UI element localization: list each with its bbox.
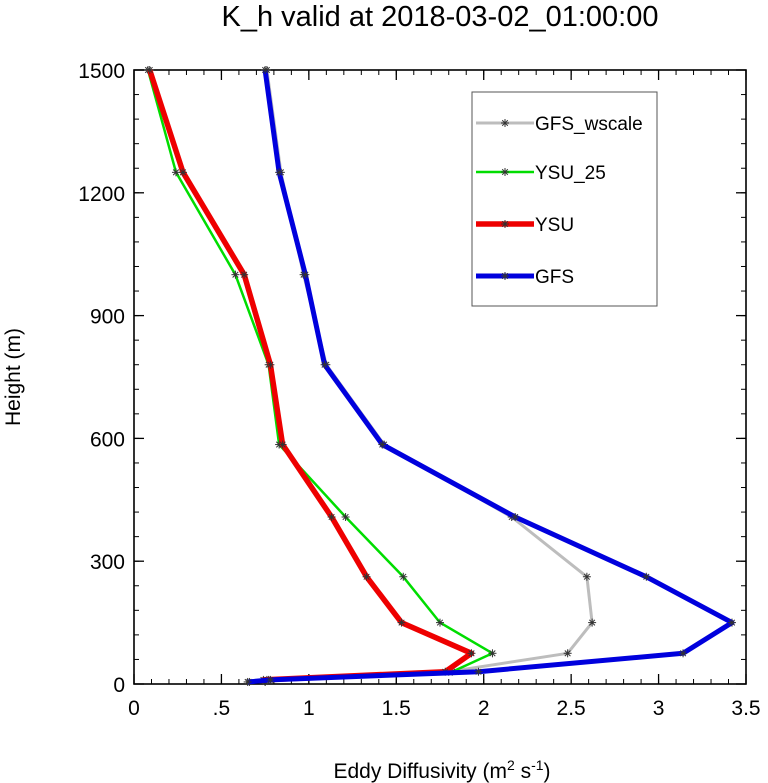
legend-marker: [501, 272, 509, 280]
legend-item: YSU_25: [476, 163, 606, 184]
x-tick-label: 2: [478, 697, 490, 720]
data-point-marker: [588, 618, 597, 627]
data-point-marker: [240, 270, 249, 279]
legend-label: GFS: [535, 267, 574, 288]
data-point-marker: [278, 440, 287, 449]
data-point-marker: [266, 360, 275, 369]
data-point-marker: [728, 618, 737, 627]
data-point-marker: [261, 66, 270, 74]
data-point-marker: [275, 168, 284, 177]
x-axis-label-main: Eddy Diffusivity (m: [333, 760, 507, 783]
data-point-marker: [301, 270, 310, 279]
data-point-marker: [397, 618, 406, 627]
chart-title: K_h valid at 2018-03-02_01:00:00: [222, 1, 659, 33]
series-line: [146, 69, 494, 683]
y-tick-label: 900: [90, 306, 125, 329]
x-axis-label-exp1: 2: [507, 757, 515, 773]
x-axis-label-end: ): [544, 760, 551, 783]
data-point-marker: [436, 618, 444, 627]
data-point-marker: [231, 270, 240, 279]
x-tick-label: 3: [653, 697, 665, 720]
series-ysu-25: [143, 66, 497, 686]
legend-marker: [501, 119, 509, 127]
data-point-marker: [582, 572, 591, 581]
data-point-marker: [341, 512, 350, 521]
series-lines: [143, 66, 737, 686]
x-axis-label-exp2: -1: [531, 757, 544, 773]
legend-label: YSU_25: [535, 163, 606, 184]
legend-item: YSU: [476, 215, 574, 236]
data-point-marker: [488, 649, 497, 658]
legend-item: GFS_wscale: [476, 114, 643, 135]
legend: GFS_wscale YSU_25 YSU GFS: [471, 91, 658, 307]
y-tick-label: 1200: [78, 183, 125, 206]
series-ysu: [145, 66, 476, 686]
data-point-marker: [679, 649, 688, 658]
plot-frame: [133, 69, 747, 685]
data-point-marker: [563, 649, 572, 658]
y-tick-label: 300: [90, 551, 125, 574]
x-tick-label: 3.5: [731, 697, 760, 720]
series-line: [247, 69, 735, 685]
data-point-marker: [145, 66, 154, 74]
data-point-marker: [511, 512, 520, 521]
series-gfs: [243, 66, 737, 686]
x-tick-label: 2.5: [557, 697, 586, 720]
series-line: [147, 69, 475, 684]
data-point-marker: [467, 649, 476, 658]
y-axis-label: Height (m): [2, 328, 25, 426]
data-point-marker: [171, 168, 180, 177]
x-tick-label: 1: [303, 697, 315, 720]
legend-marker: [501, 220, 509, 228]
data-point-marker: [362, 572, 371, 581]
x-tick-label: .5: [213, 697, 231, 720]
x-tick-label: 0: [128, 697, 140, 720]
y-tick-label: 0: [113, 674, 125, 697]
data-point-marker: [474, 667, 483, 676]
legend-label: YSU: [535, 215, 574, 236]
legend-box: [471, 91, 658, 307]
legend-label: GFS_wscale: [535, 114, 643, 135]
legend-marker: [501, 168, 509, 176]
legend-item: GFS: [476, 267, 574, 288]
y-tick-label: 600: [90, 428, 125, 451]
axis-ticks: 0 .5 1 1.5 2 2.5 3 3.5 0 300 600 900 1200 1500: [78, 60, 760, 720]
legend-items: GFS_wscale YSU_25 YSU GFS: [476, 114, 643, 288]
x-axis-label-mid: s: [515, 760, 531, 783]
x-tick-label: 1.5: [382, 697, 411, 720]
data-point-marker: [243, 677, 252, 686]
data-point-marker: [378, 440, 387, 449]
y-tick-label: 1500: [78, 60, 125, 83]
data-point-marker: [642, 572, 651, 581]
data-point-marker: [320, 360, 329, 369]
data-point-marker: [266, 675, 275, 684]
x-axis-label: Eddy Diffusivity (m2 s-1): [333, 757, 550, 783]
data-point-marker: [178, 168, 187, 177]
data-point-marker: [327, 512, 336, 521]
data-point-marker: [399, 572, 408, 581]
